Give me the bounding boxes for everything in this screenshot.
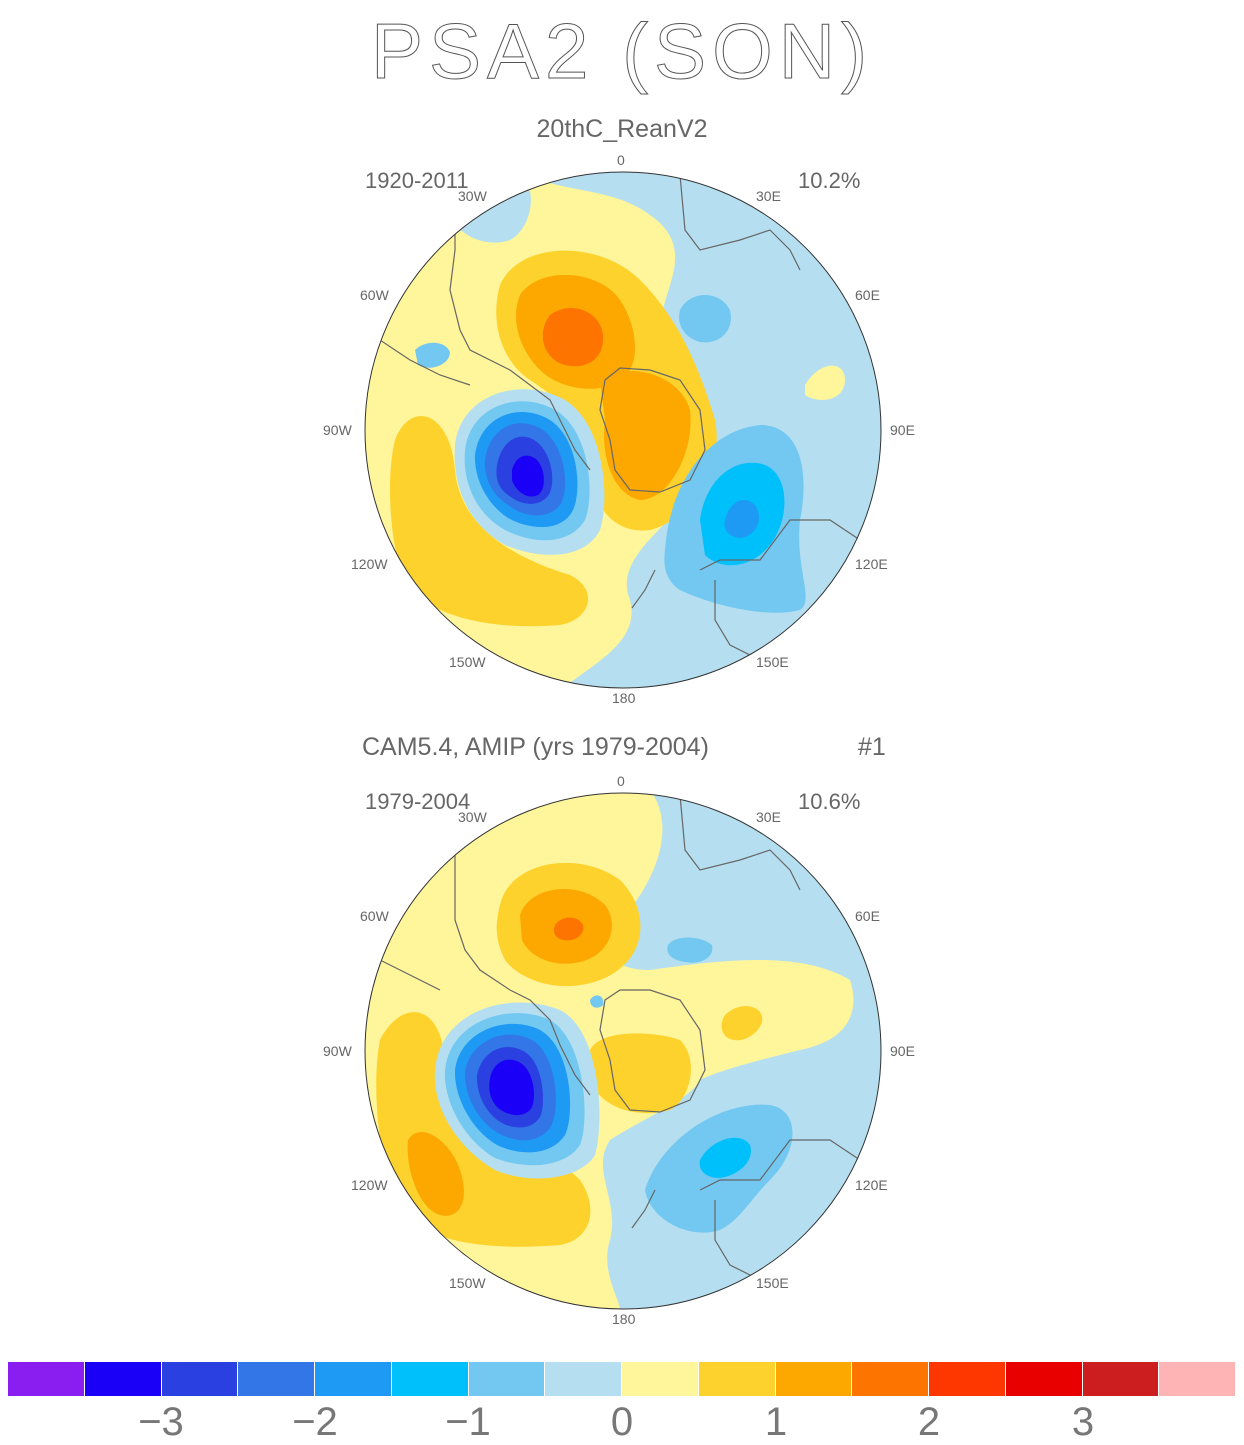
colorbar-swatch-1: [84, 1362, 162, 1396]
panel-1-subtitle: 20thC_ReanV2: [536, 115, 708, 143]
panel-2-lon-90e: 90E: [890, 1043, 915, 1059]
panel-1-lon-150e: 150E: [756, 654, 789, 670]
panel-2-lon-0: 0: [617, 773, 625, 789]
panel-2-variance: 10.6%: [798, 789, 861, 814]
colorbar-label-neg3: −3: [138, 1400, 184, 1444]
panel-2-lon-60w: 60W: [360, 908, 389, 924]
colorbar-swatch-6: [468, 1362, 546, 1396]
panel-1-lon-60e: 60E: [855, 287, 880, 303]
panel-2-lon-150w: 150W: [449, 1275, 486, 1291]
panel-1-map: [364, 171, 882, 689]
colorbar-swatch-2: [161, 1362, 239, 1396]
colorbar-label-neg1: −1: [445, 1400, 491, 1444]
colorbar-swatch-0: [8, 1362, 85, 1396]
panel-2-years: 1979-2004: [365, 789, 471, 814]
panel-1-lon-0: 0: [617, 152, 625, 168]
colorbar: [8, 1362, 1236, 1396]
panel-2-lon-150e: 150E: [756, 1275, 789, 1291]
colorbar-label-0: 0: [610, 1400, 634, 1444]
colorbar-swatch-4: [315, 1362, 392, 1396]
colorbar-label-2: 2: [917, 1400, 941, 1444]
panel-1-lon-180: 180: [612, 690, 636, 706]
colorbar-swatch-12: [929, 1362, 1006, 1396]
colorbar-swatch-5: [391, 1362, 469, 1396]
panel-1-lon-30e: 30E: [756, 188, 781, 204]
colorbar-swatch-10: [775, 1362, 853, 1396]
panel-2-map: [364, 792, 882, 1310]
panel-2-lon-120e: 120E: [855, 1177, 888, 1193]
panel-2-lon-120w: 120W: [351, 1177, 388, 1193]
panel-2-lon-90w: 90W: [323, 1043, 352, 1059]
colorbar-swatch-9: [698, 1362, 776, 1396]
panel-1-years: 1920-2011: [365, 168, 469, 193]
panel-2-lon-30w: 30W: [458, 809, 487, 825]
panel-1-lon-60w: 60W: [360, 287, 389, 303]
panel-1-variance: 10.2%: [798, 168, 861, 193]
figure-title: PSA2 (SON): [370, 7, 874, 96]
colorbar-swatch-7: [545, 1362, 622, 1396]
colorbar-swatch-15: [1159, 1362, 1236, 1396]
panel-1-lon-30w: 30W: [458, 188, 487, 204]
colorbar-label-1: 1: [764, 1400, 788, 1444]
panel-2-lon-60e: 60E: [855, 908, 880, 924]
colorbar-swatch-14: [1082, 1362, 1160, 1396]
panel-2-subtitle: CAM5.4, AMIP (yrs 1979-2004): [362, 733, 709, 761]
colorbar-label-neg2: −2: [292, 1400, 338, 1444]
panel-2-run: #1: [858, 733, 886, 761]
panel-1-lon-120e: 120E: [855, 556, 888, 572]
panel-1-lon-120w: 120W: [351, 556, 388, 572]
colorbar-swatch-11: [852, 1362, 929, 1396]
panel-1-lon-150w: 150W: [449, 654, 486, 670]
panel-1-lon-90e: 90E: [890, 422, 915, 438]
panel-1-lon-90w: 90W: [323, 422, 352, 438]
colorbar-label-3: 3: [1071, 1400, 1095, 1444]
colorbar-swatch-3: [238, 1362, 315, 1396]
panel-2-lon-30e: 30E: [756, 809, 781, 825]
colorbar-swatch-8: [622, 1362, 699, 1396]
panel-2-lon-180: 180: [612, 1311, 636, 1327]
colorbar-swatch-13: [1005, 1362, 1083, 1396]
